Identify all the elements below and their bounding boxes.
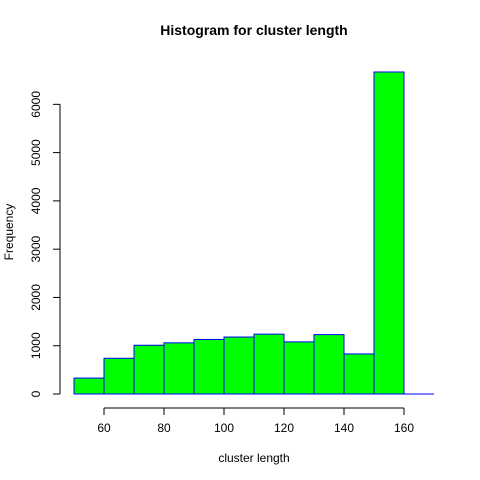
y-tick-label: 2000 — [29, 284, 43, 311]
y-tick-label: 3000 — [29, 236, 43, 263]
histogram-bar — [74, 378, 104, 394]
histogram-bar — [104, 358, 134, 394]
x-tick-label: 160 — [394, 421, 414, 435]
x-tick-label: 60 — [97, 421, 111, 435]
histogram-bar — [224, 337, 254, 394]
histogram-bar — [314, 335, 344, 394]
y-tick-label: 5000 — [29, 139, 43, 166]
chart-title: Histogram for cluster length — [160, 22, 347, 38]
histogram-bar — [134, 345, 164, 394]
y-tick-label: 4000 — [29, 187, 43, 214]
y-axis-label: Frequency — [2, 204, 16, 261]
x-tick-label: 120 — [274, 421, 294, 435]
y-tick-label: 6000 — [29, 91, 43, 118]
histogram-bar — [284, 342, 314, 394]
y-tick-label: 1000 — [29, 332, 43, 359]
x-tick-label: 100 — [214, 421, 234, 435]
histogram-bar — [164, 343, 194, 394]
y-axis: 0 1000 2000 3000 4000 5000 6000 — [29, 91, 60, 398]
x-axis-label: cluster length — [218, 451, 289, 465]
histogram-bar — [374, 72, 404, 394]
x-tick-label: 80 — [157, 421, 171, 435]
bars-group — [74, 72, 434, 394]
histogram-bar — [194, 339, 224, 394]
x-axis: 60 80 100 120 140 160 — [97, 408, 414, 435]
y-tick-label: 0 — [29, 390, 43, 397]
histogram-bar — [344, 354, 374, 394]
x-tick-label: 140 — [334, 421, 354, 435]
histogram-bar — [254, 334, 284, 394]
